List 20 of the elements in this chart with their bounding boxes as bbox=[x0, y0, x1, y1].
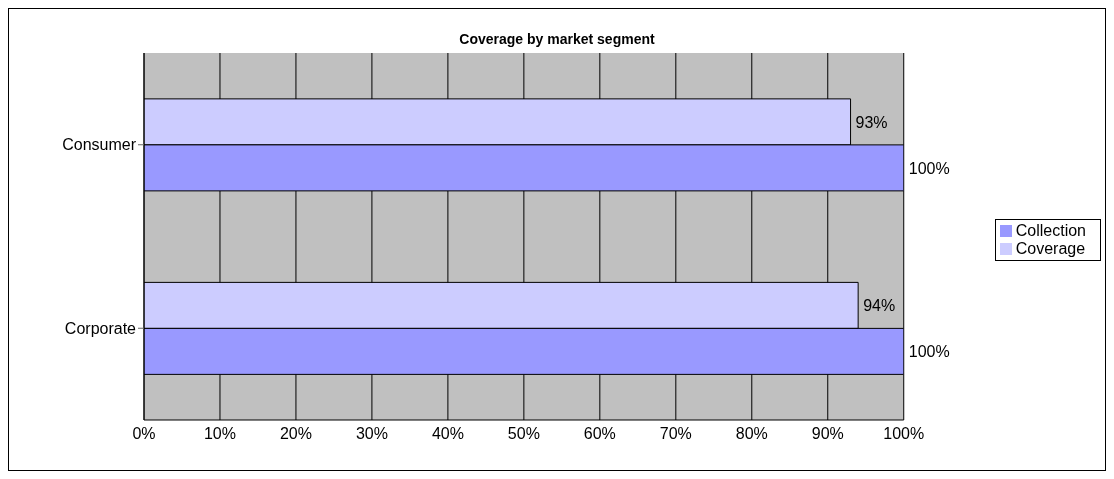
x-tick-label: 90% bbox=[811, 425, 844, 443]
legend-label: Coverage bbox=[1015, 239, 1086, 257]
x-tick-label: 60% bbox=[583, 425, 616, 443]
y-tick-label: Corporate bbox=[64, 319, 137, 337]
data-label: 100% bbox=[908, 159, 950, 177]
x-tick-label: 0% bbox=[132, 425, 156, 443]
x-tick-label: 50% bbox=[507, 425, 540, 443]
x-tick-label: 100% bbox=[883, 425, 925, 443]
legend-label: Collection bbox=[1015, 221, 1086, 239]
data-label: 94% bbox=[863, 297, 896, 315]
chart-title: Coverage by market segment bbox=[458, 31, 656, 47]
x-tick-label: 10% bbox=[203, 425, 236, 443]
y-tick-label: Consumer bbox=[62, 136, 137, 154]
x-tick-label: 40% bbox=[431, 425, 464, 443]
x-tick-label: 70% bbox=[659, 425, 692, 443]
x-tick-label: 20% bbox=[279, 425, 312, 443]
x-tick-label: 30% bbox=[355, 425, 388, 443]
x-tick-label: 80% bbox=[735, 425, 768, 443]
data-label: 93% bbox=[855, 113, 888, 131]
data-label: 100% bbox=[908, 343, 950, 361]
